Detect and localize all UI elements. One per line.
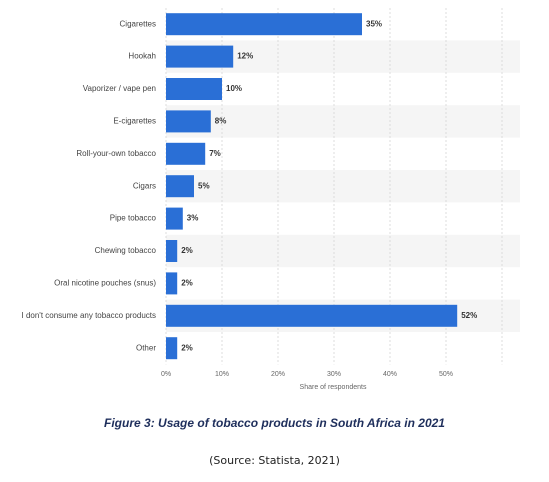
value-label: 5% — [198, 181, 210, 190]
value-label: 8% — [215, 117, 227, 126]
bar — [166, 13, 362, 36]
x-axis-title: Share of respondents — [300, 384, 367, 391]
value-label: 2% — [181, 246, 193, 255]
bar — [166, 272, 178, 295]
row-band — [166, 234, 520, 268]
category-label: Hookah — [128, 52, 156, 61]
value-label: 52% — [461, 311, 477, 320]
category-label: Roll-your-own tobacco — [76, 149, 156, 158]
bar — [166, 175, 194, 198]
value-label: 2% — [181, 343, 193, 352]
category-labels: Cigarettes Hookah Vaporizer / vape pen E-ci… — [22, 19, 157, 352]
source-note: (Source: Statista, 2021) — [209, 454, 340, 467]
value-labels: 35% 12% 10% 8% 7% 5% 3% 2% 2% 52% 2% — [181, 19, 477, 352]
category-label: I don't consume any tobacco products — [22, 311, 157, 320]
bar — [166, 142, 206, 165]
bar — [166, 337, 178, 360]
x-tick-label: 50% — [439, 371, 453, 378]
x-tick-label: 20% — [271, 371, 285, 378]
bar — [166, 207, 183, 230]
value-label: 10% — [226, 84, 242, 93]
bars — [166, 13, 458, 360]
category-label: Vaporizer / vape pen — [83, 84, 156, 93]
x-tick-labels: 0% 10% 20% 30% 40% 50% — [161, 371, 453, 378]
category-label: Cigarettes — [120, 19, 156, 28]
x-tick-label: 40% — [383, 371, 397, 378]
value-label: 35% — [366, 19, 382, 28]
x-tick-label: 10% — [215, 371, 229, 378]
value-label: 3% — [187, 214, 199, 223]
x-tick-label: 30% — [327, 371, 341, 378]
value-label: 2% — [181, 279, 193, 288]
row-band — [166, 170, 520, 203]
bar — [166, 78, 222, 100]
bar — [166, 45, 234, 68]
row-band — [166, 105, 520, 138]
value-label: 7% — [209, 149, 221, 158]
bar — [166, 240, 178, 262]
value-label: 12% — [237, 52, 253, 61]
bar — [166, 110, 211, 133]
category-label: Pipe tobacco — [110, 214, 157, 223]
category-label: Oral nicotine pouches (snus) — [54, 279, 156, 288]
category-label: Other — [136, 343, 156, 352]
bar-chart: Cigarettes Hookah Vaporizer / vape pen E-ci… — [21, 8, 520, 391]
category-label: Cigars — [133, 181, 156, 190]
x-tick-label: 0% — [161, 371, 171, 378]
figure-caption: Figure 3: Usage of tobacco products in S… — [104, 416, 445, 430]
category-label: Chewing tobacco — [95, 246, 157, 255]
bar — [166, 304, 458, 327]
category-label: E-cigarettes — [113, 117, 156, 126]
